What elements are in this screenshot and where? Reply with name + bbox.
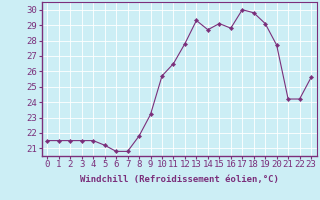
X-axis label: Windchill (Refroidissement éolien,°C): Windchill (Refroidissement éolien,°C): [80, 175, 279, 184]
